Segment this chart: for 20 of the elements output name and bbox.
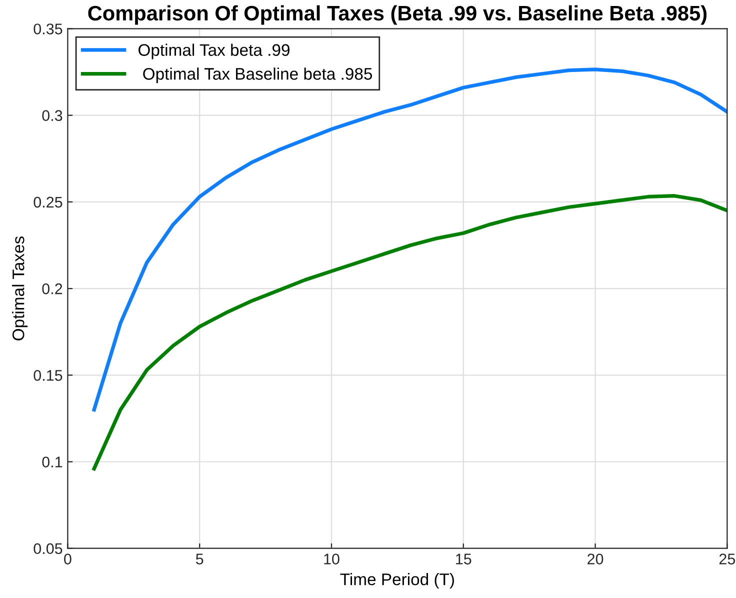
x-tick-label: 5 xyxy=(196,554,204,564)
y-axis-title: Optimal Taxes xyxy=(12,236,28,340)
line-series xyxy=(92,194,728,470)
y-tick-label: 0.1 xyxy=(42,456,62,468)
x-tick-label: 15 xyxy=(456,554,472,564)
chart-title: Comparison Of Optimal Taxes (Beta .99 vs. Baseline Beta .985) xyxy=(88,5,707,25)
y-tick-label: 0.3 xyxy=(42,110,62,121)
x-tick-label: 20 xyxy=(588,554,604,564)
y-tick-label: 0.25 xyxy=(34,196,62,208)
y-tick-label: 0.35 xyxy=(34,24,62,34)
x-tick-label: 10 xyxy=(324,554,340,564)
x-tick-label: 0 xyxy=(64,554,72,564)
x-tick-label: 25 xyxy=(719,554,736,564)
y-tick-label: 0.2 xyxy=(42,283,62,294)
line-series xyxy=(92,68,728,412)
y-tick-label: 0.05 xyxy=(34,543,62,554)
legend-label: Optimal Tax Baseline beta .985 xyxy=(143,68,372,84)
y-tick-label: 0.15 xyxy=(34,370,62,381)
x-axis-title: Time Period (T) xyxy=(340,573,454,589)
legend-label: Optimal Tax beta .99 xyxy=(138,44,290,60)
